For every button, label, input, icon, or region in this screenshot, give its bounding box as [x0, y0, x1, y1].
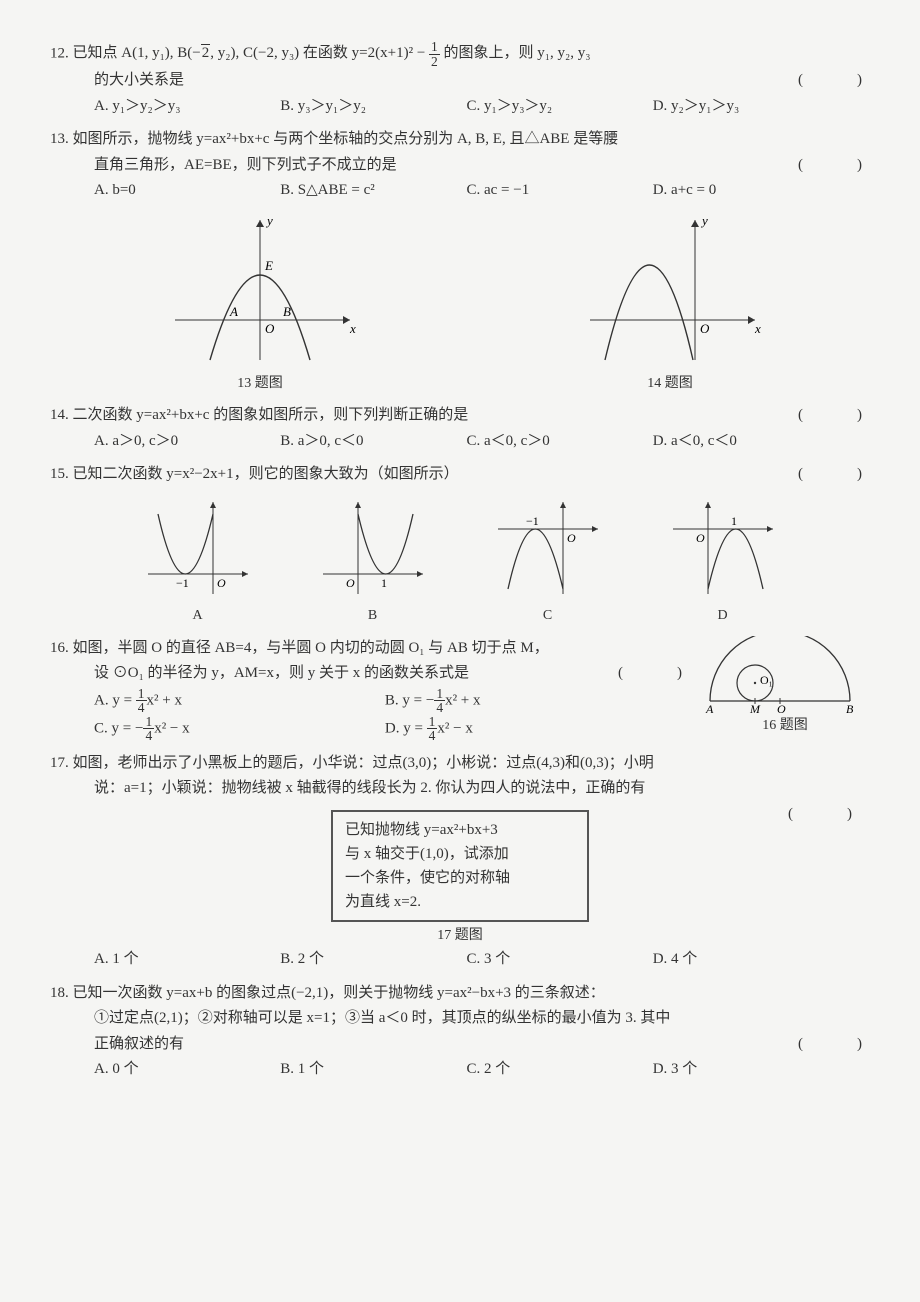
- svg-text:O: O: [265, 321, 275, 336]
- question-17: 17. 如图，老师出示了小黑板上的题后，小华说：过点(3,0)；小彬说：过点(4…: [50, 751, 870, 973]
- fig-16: O₁ A M O B 16 题图: [700, 636, 870, 743]
- svg-text:O: O: [346, 576, 355, 590]
- svg-text:y: y: [265, 213, 273, 228]
- opt-c: C. ac = −1: [466, 178, 652, 204]
- question-13: 13. 如图所示，抛物线 y=ax²+bx+c 与两个坐标轴的交点分别为 A, …: [50, 127, 870, 395]
- opt-a: A. y₁＞y₂＞y₃: [94, 94, 280, 120]
- question-12: 12. 已知点 A(1, y₁), B(−2, y₂), C(−2, y₃) 在…: [50, 40, 870, 119]
- q-stem-line1: 如图，老师出示了小黑板上的题后，小华说：过点(3,0)；小彬说：过点(4,3)和…: [73, 755, 654, 771]
- opt-b: B. 1 个: [280, 1057, 466, 1083]
- opt-b: B. S△ABE = c²: [280, 178, 466, 204]
- svg-text:−1: −1: [176, 576, 189, 590]
- opt-a: A. 1 个: [94, 947, 280, 973]
- q-stem-line1: 如图，半圆 O 的直径 AB=4，与半圆 O 内切的动圆 O₁ 与 AB 切于点…: [73, 640, 549, 656]
- fig-13: A B E O x y: [155, 210, 365, 370]
- q-number: 15.: [50, 466, 69, 482]
- q-number: 16.: [50, 640, 69, 656]
- fig13-caption: 13 题图: [155, 372, 365, 396]
- q-number: 12.: [50, 45, 69, 61]
- opt-c: C. y = −14x² − x: [94, 715, 385, 743]
- question-15: 15. 已知二次函数 y=x²−2x+1，则它的图象大致为（如图所示） ( ) …: [50, 462, 870, 627]
- opt-c: C. y₁＞y₃＞y₂: [466, 94, 652, 120]
- svg-text:B: B: [283, 304, 291, 319]
- svg-text:E: E: [264, 258, 273, 273]
- fig14-caption: 14 题图: [575, 372, 765, 396]
- blackboard-box: 已知抛物线 y=ax²+bx+3 与 x 轴交于(1,0)，试添加 一个条件，使…: [331, 810, 589, 922]
- opt-c: C. 3 个: [466, 947, 652, 973]
- figure-row-13-14: A B E O x y O x y: [50, 210, 870, 370]
- opt-d: D. y = 14x² − x: [385, 715, 676, 743]
- options: A. a＞0, c＞0 B. a＞0, c＜0 C. a＜0, c＞0 D. a…: [50, 429, 870, 455]
- q-stem-line2: 设 ⊙O₁ 的半径为 y，AM=x，则 y 关于 x 的函数关系式是: [94, 665, 469, 681]
- svg-text:A: A: [705, 702, 714, 714]
- question-14: 14. 二次函数 y=ax²+bx+c 的图象如图所示，则下列判断正确的是 ( …: [50, 403, 870, 454]
- svg-text:A: A: [229, 304, 238, 319]
- opt-a: A. y = 14x² + x: [94, 687, 385, 715]
- svg-text:y: y: [700, 213, 708, 228]
- options: A. 0 个 B. 1 个 C. 2 个 D. 3 个: [50, 1057, 870, 1083]
- fig16-caption: 16 题图: [700, 714, 870, 738]
- opt-d: D. y₂＞y₁＞y₃: [653, 94, 839, 120]
- mini-plot-a: −1O A: [143, 494, 253, 628]
- options: A. 1 个 B. 2 个 C. 3 个 D. 4 个: [50, 947, 870, 973]
- q-number: 17.: [50, 755, 69, 771]
- answer-paren: ( ): [618, 661, 690, 687]
- q-stem-line3: 正确叙述的有: [94, 1036, 184, 1052]
- mini-plot-b: O1 B: [318, 494, 428, 628]
- q-number: 14.: [50, 407, 69, 423]
- svg-text:x: x: [349, 321, 356, 336]
- q-number: 13.: [50, 131, 69, 147]
- answer-paren: ( ): [788, 802, 860, 828]
- opt-a: A. 0 个: [94, 1057, 280, 1083]
- mini-plot-c: −1O C: [493, 494, 603, 628]
- opt-b: B. y₃＞y₁＞y₂: [280, 94, 466, 120]
- opt-b: B. 2 个: [280, 947, 466, 973]
- svg-text:O: O: [777, 702, 786, 714]
- q-stem-line2: 的大小关系是: [94, 72, 184, 88]
- opt-d: D. a＜0, c＜0: [653, 429, 839, 455]
- opt-d: D. a+c = 0: [653, 178, 839, 204]
- answer-paren: ( ): [798, 153, 870, 179]
- svg-text:O₁: O₁: [760, 673, 773, 687]
- svg-text:x: x: [754, 321, 761, 336]
- opt-c: C. a＜0, c＞0: [466, 429, 652, 455]
- svg-text:O: O: [700, 321, 710, 336]
- question-18: 18. 已知一次函数 y=ax+b 的图象过点(−2,1)，则关于抛物线 y=a…: [50, 981, 870, 1083]
- fig-14: O x y: [575, 210, 765, 370]
- opt-b: B. a＞0, c＜0: [280, 429, 466, 455]
- q-stem-line1: 已知一次函数 y=ax+b 的图象过点(−2,1)，则关于抛物线 y=ax²−b…: [73, 985, 605, 1001]
- opt-d: D. 4 个: [653, 947, 839, 973]
- svg-text:1: 1: [731, 514, 737, 528]
- options: A. y₁＞y₂＞y₃ B. y₃＞y₁＞y₂ C. y₁＞y₃＞y₂ D. y…: [50, 94, 870, 120]
- options: A. y = 14x² + x B. y = −14x² + x C. y = …: [50, 687, 700, 743]
- q-stem: 已知二次函数 y=x²−2x+1，则它的图象大致为（如图所示）: [73, 466, 459, 482]
- q-stem-line2: 直角三角形，AE=BE，则下列式子不成立的是: [94, 157, 397, 173]
- svg-text:−1: −1: [526, 514, 539, 528]
- opt-b: B. y = −14x² + x: [385, 687, 676, 715]
- fig17-caption: 17 题图: [50, 924, 870, 948]
- answer-paren: ( ): [798, 68, 870, 94]
- answer-paren: ( ): [798, 462, 870, 488]
- q-stem-line1: 如图所示，抛物线 y=ax²+bx+c 与两个坐标轴的交点分别为 A, B, E…: [73, 131, 619, 147]
- answer-paren: ( ): [798, 403, 870, 429]
- svg-text:B: B: [846, 702, 854, 714]
- svg-text:O: O: [696, 531, 705, 545]
- svg-text:O: O: [567, 531, 576, 545]
- q-stem-line2: ①过定点(2,1)；②对称轴可以是 x=1；③当 a＜0 时，其顶点的纵坐标的最…: [50, 1006, 870, 1032]
- mini-plot-d: O1 D: [668, 494, 778, 628]
- q-stem-line2: 说：a=1；小颖说：抛物线被 x 轴截得的线段长为 2. 你认为四人的说法中，正…: [50, 776, 870, 802]
- opt-a: A. b=0: [94, 178, 280, 204]
- q-stem: 已知点 A(1, y₁), B(−2, y₂), C(−2, y₃) 在函数 y…: [73, 45, 591, 61]
- opt-a: A. a＞0, c＞0: [94, 429, 280, 455]
- opt-c: C. 2 个: [466, 1057, 652, 1083]
- q-stem: 二次函数 y=ax²+bx+c 的图象如图所示，则下列判断正确的是: [73, 407, 469, 423]
- options: A. b=0 B. S△ABE = c² C. ac = −1 D. a+c =…: [50, 178, 870, 204]
- opt-d: D. 3 个: [653, 1057, 839, 1083]
- q-number: 18.: [50, 985, 69, 1001]
- figure-row-15: −1O A O1 B −1O C: [50, 494, 870, 628]
- svg-text:O: O: [217, 576, 226, 590]
- svg-text:1: 1: [381, 576, 387, 590]
- answer-paren: ( ): [798, 1032, 870, 1058]
- question-16: 16. 如图，半圆 O 的直径 AB=4，与半圆 O 内切的动圆 O₁ 与 AB…: [50, 636, 870, 743]
